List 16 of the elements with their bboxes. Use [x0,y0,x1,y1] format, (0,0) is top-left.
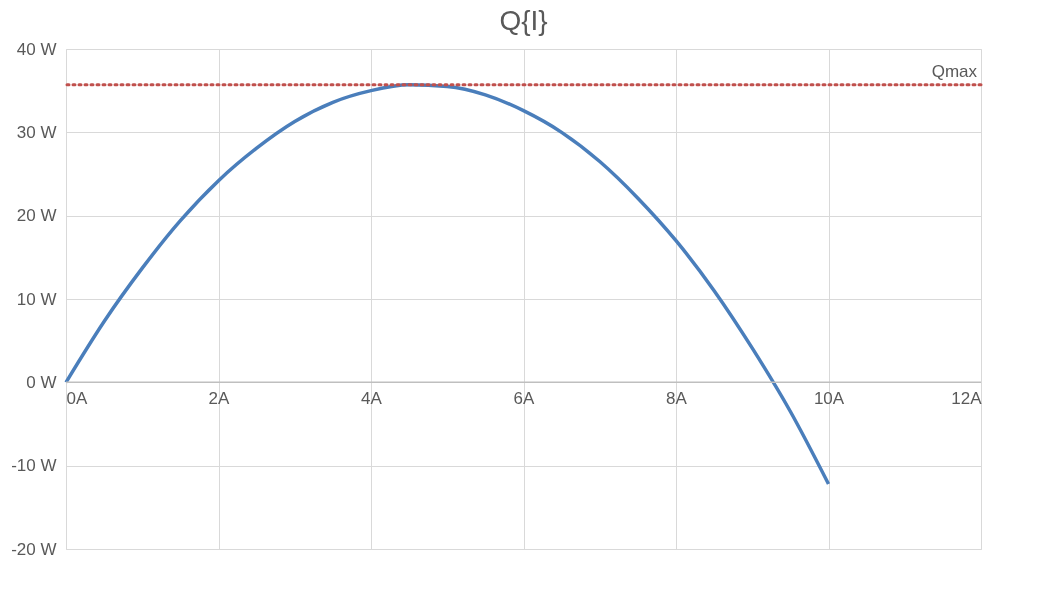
x-tick-label: 6A [513,388,536,408]
x-tick-label: 2A [208,388,231,408]
x-tick-label: 10A [813,388,845,408]
ref-line-label: Qmax [931,61,978,81]
y-tick-label: 20 W [16,206,57,226]
x-tick-label: 12A [951,388,983,408]
x-tick-label: 4A [361,388,383,408]
y-tick-label: -20 W [11,539,57,559]
x-tick-label: 0A [66,388,88,408]
chart-title: Q{I} [499,5,548,36]
y-tick-label: 0 W [26,372,57,392]
y-tick-label: 30 W [16,122,57,142]
y-tick-label: -10 W [11,456,57,476]
y-tick-label: 40 W [16,39,57,59]
x-tick-label: 8A [666,388,688,408]
y-tick-label: 10 W [16,289,57,309]
